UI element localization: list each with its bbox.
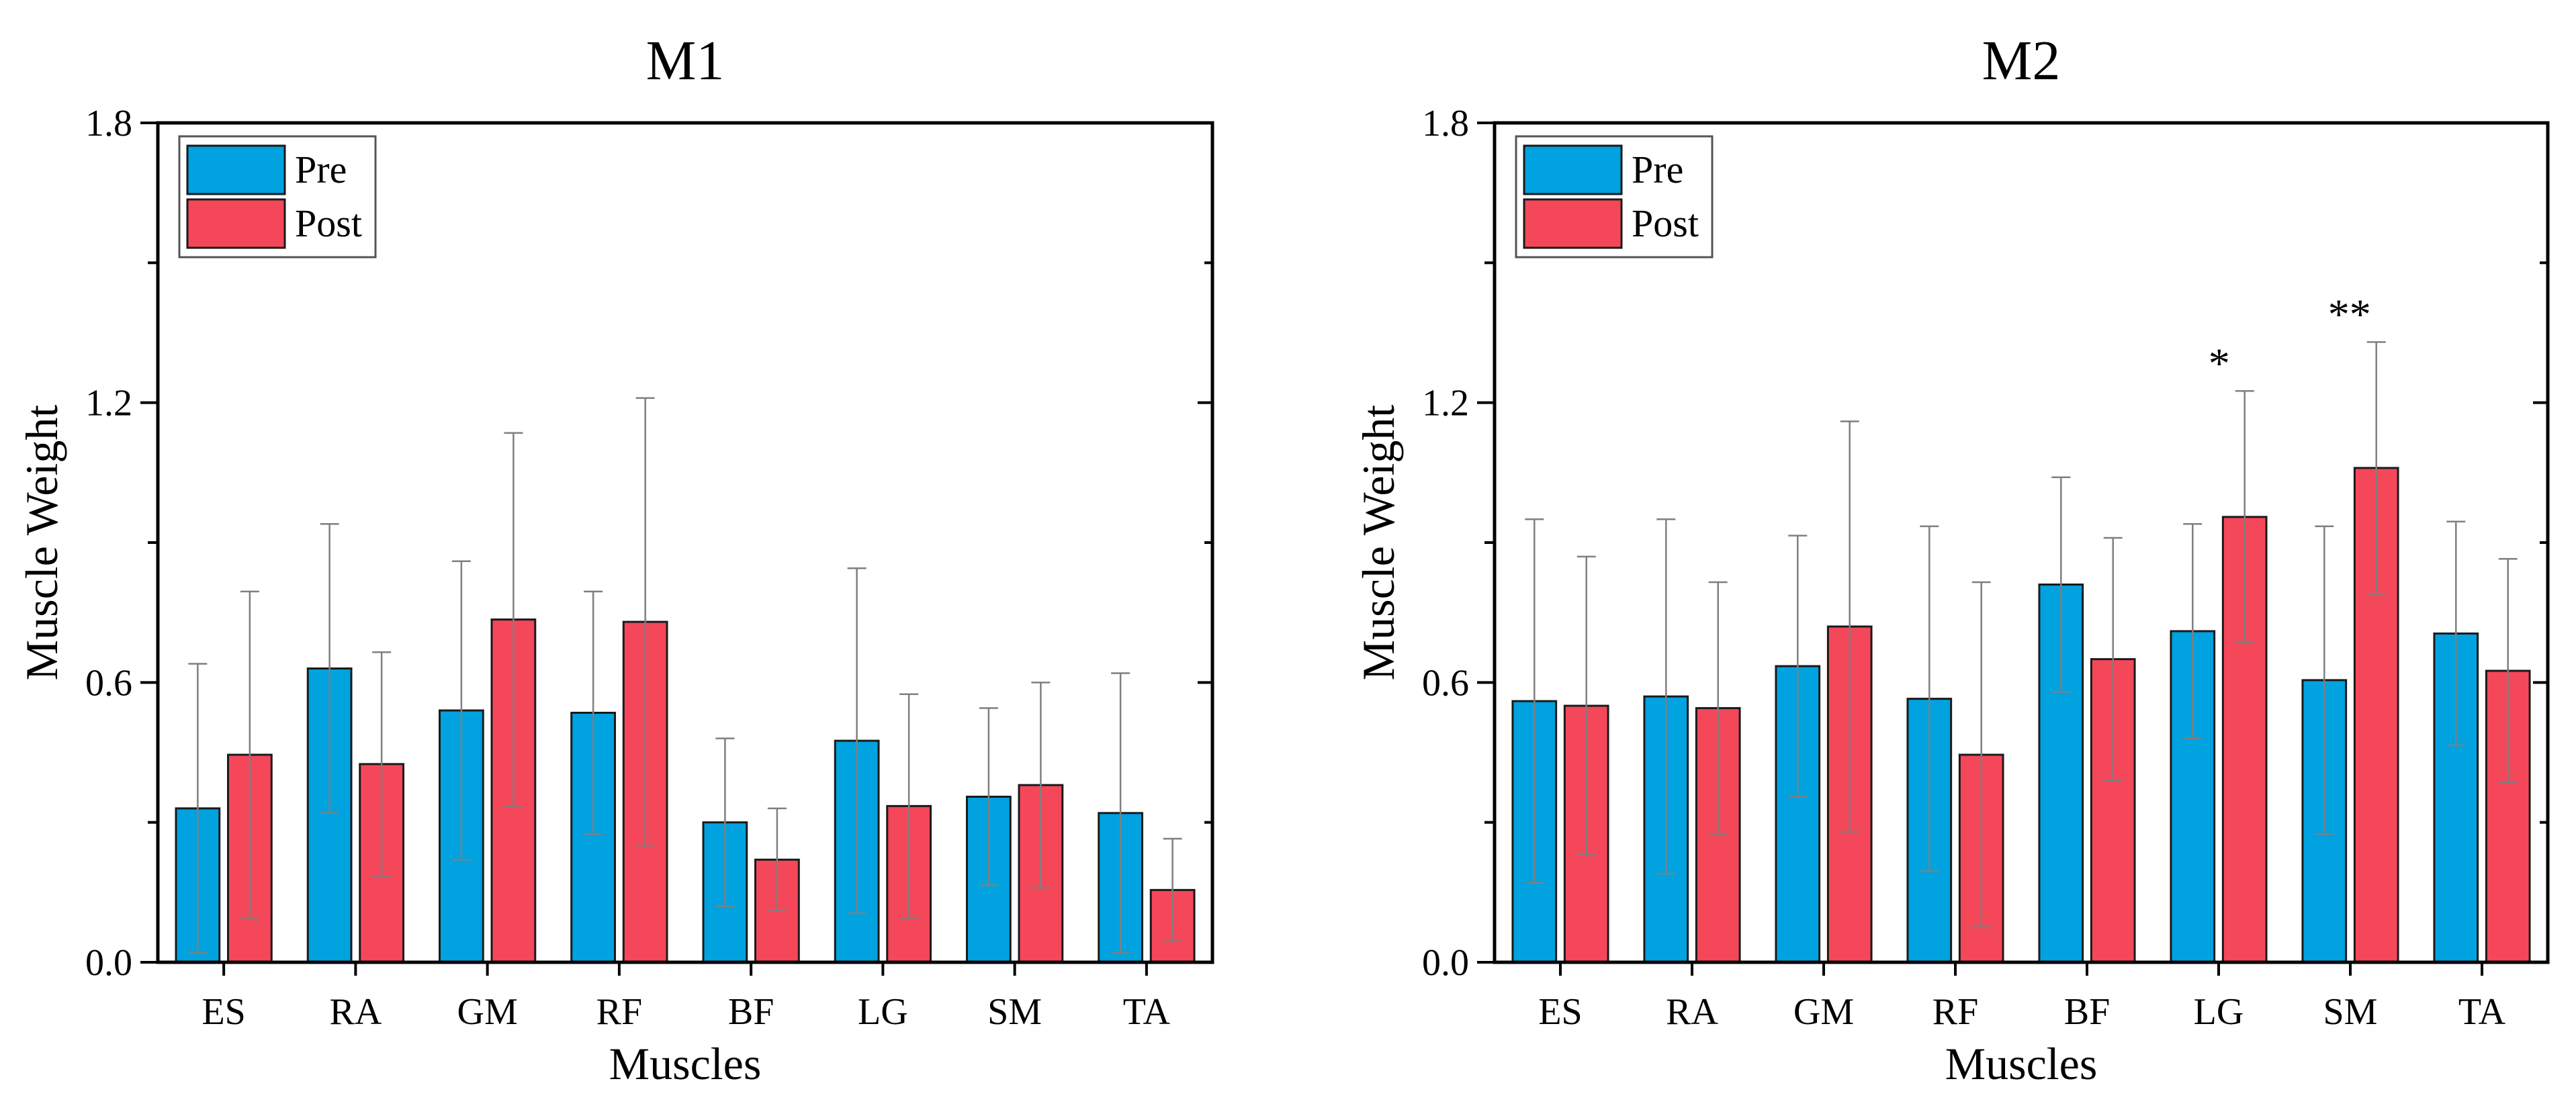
significance-marker: ** [2328, 290, 2371, 338]
x-tick-label-es: ES [202, 991, 245, 1033]
plot-frame [1493, 121, 2550, 964]
legend-label-pre: Pre [1632, 148, 1683, 191]
y-tick-label: 1.8 [85, 103, 132, 144]
y-tick-label: 0.0 [1422, 942, 1469, 984]
chart-panel-m2: M2 Muscle Weight Muscles 0.0 0.6 1.2 1.8 ES RA GM… [1353, 30, 2550, 1089]
legend-swatch-pre [186, 144, 286, 195]
x-tick-label-ta: TA [1123, 991, 1171, 1033]
plot-frame [156, 121, 1214, 964]
x-axis-label: Muscles [609, 1038, 762, 1089]
y-tick-label: 1.2 [1422, 383, 1469, 424]
chart-panel-m1: M1 Muscle Weight Muscles 0.0 0.6 1.2 1.8 ES RA GM… [16, 30, 1214, 1089]
legend-swatch-post [1523, 198, 1623, 249]
x-axis-label: Muscles [1945, 1038, 2098, 1089]
y-tick-label: 0.0 [85, 942, 132, 984]
y-tick-label: 1.8 [1422, 103, 1469, 144]
y-axis-label: Muscle Weight [1353, 405, 1404, 681]
legend-label-post: Post [295, 201, 362, 245]
x-tick-label-sm: SM [2323, 991, 2378, 1033]
legend-swatch-post [186, 198, 286, 249]
legend: Pre Post [178, 135, 377, 259]
y-tick-label: 1.2 [85, 383, 132, 424]
x-tick-label-ra: RA [1666, 991, 1718, 1033]
legend-label-post: Post [1632, 201, 1699, 245]
significance-marker: * [2209, 339, 2230, 387]
x-tick-label-bf: BF [728, 991, 774, 1033]
legend-swatch-pre [1523, 144, 1623, 195]
x-tick-label-gm: GM [457, 991, 518, 1033]
x-tick-label-es: ES [1538, 991, 1582, 1033]
x-tick-label-gm: GM [1793, 991, 1854, 1033]
x-tick-label-ra: RA [329, 991, 382, 1033]
y-axis-label: Muscle Weight [16, 405, 67, 681]
chart-title: M1 [646, 30, 725, 92]
x-tick-label-ta: TA [2458, 991, 2506, 1033]
legend-label-pre: Pre [295, 148, 347, 191]
x-tick-label-bf: BF [2064, 991, 2111, 1033]
chart-title: M2 [1982, 30, 2061, 92]
y-tick-label: 0.6 [1422, 662, 1469, 704]
x-tick-label-rf: RF [596, 991, 643, 1033]
x-tick-label-lg: LG [2194, 991, 2244, 1033]
x-tick-label-rf: RF [1933, 991, 1979, 1033]
x-tick-label-lg: LG [858, 991, 908, 1033]
legend: Pre Post [1515, 135, 1714, 259]
x-tick-label-sm: SM [987, 991, 1042, 1033]
y-tick-label: 0.6 [85, 662, 132, 704]
